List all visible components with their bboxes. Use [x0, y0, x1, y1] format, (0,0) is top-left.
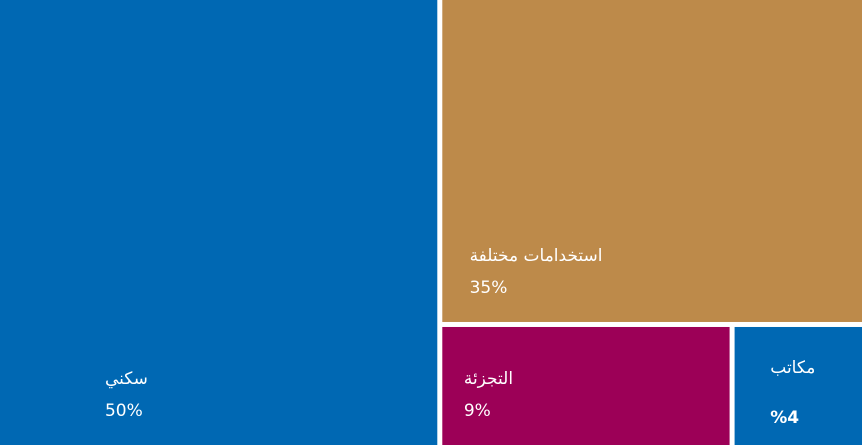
treemap-tile	[0, 0, 438, 445]
tile-label: التجزئة	[464, 369, 513, 389]
tile-value-label: 9%	[464, 401, 491, 421]
tile-label: مكاتب	[770, 358, 815, 378]
tile-value-label: 35%	[470, 278, 508, 298]
treemap-tile	[734, 326, 862, 445]
tile-value-label: %4	[770, 408, 799, 428]
treemap-tile	[442, 326, 730, 445]
tile-label: سكني	[105, 369, 148, 389]
tile-value-label: 50%	[105, 401, 143, 421]
treemap-tile	[442, 0, 862, 322]
tile-label: استخدامات مختلفة	[470, 246, 603, 266]
